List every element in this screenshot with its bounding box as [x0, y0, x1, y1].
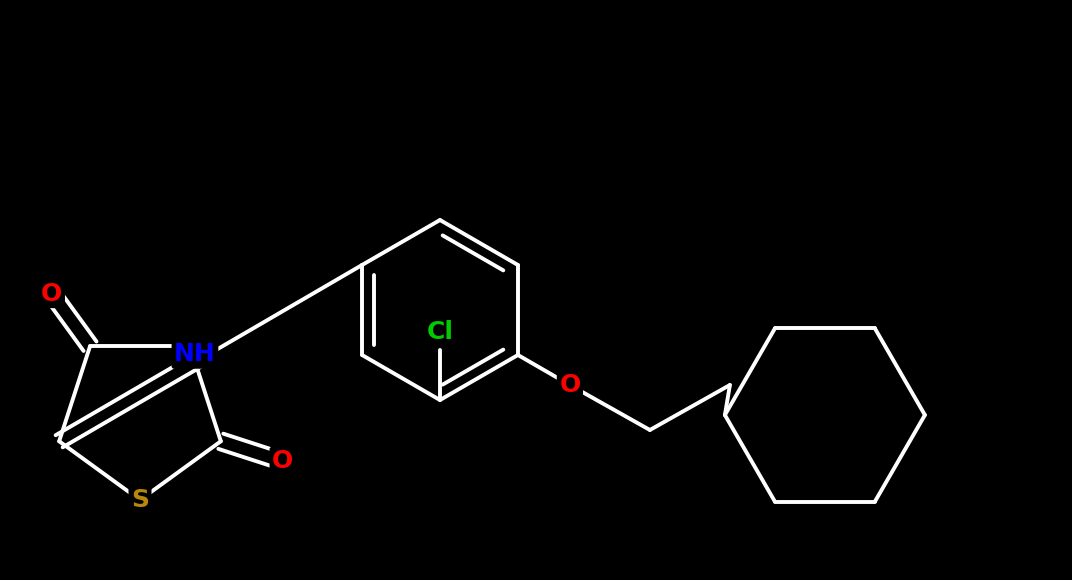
- Text: NH: NH: [174, 342, 215, 366]
- Text: S: S: [131, 488, 149, 512]
- Text: O: O: [272, 450, 294, 473]
- Text: Cl: Cl: [427, 320, 453, 344]
- Text: O: O: [560, 373, 581, 397]
- Text: O: O: [41, 282, 62, 306]
